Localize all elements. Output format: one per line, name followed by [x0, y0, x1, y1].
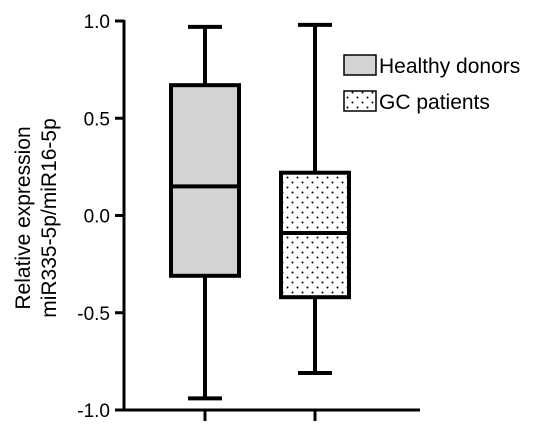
legend-label-healthy-donors: Healthy donors [379, 55, 520, 78]
iqr-box [169, 83, 241, 278]
boxes [169, 22, 351, 401]
y-tick-label: 0.5 [84, 109, 110, 130]
y-tick-label: 0.0 [84, 207, 110, 228]
y-tick-label: -1.0 [77, 401, 110, 422]
y-axis-title-line-2: miR335-5p/miR16-5p [38, 118, 61, 318]
box-gc-patients [279, 22, 351, 376]
legend-label-gc-patients: GC patients [379, 91, 490, 114]
box-healthy-donors [169, 24, 241, 401]
y-tick-label: 1.0 [84, 12, 110, 33]
legend-swatch-healthy-donors [343, 54, 377, 76]
legend-swatch-gc-patients [343, 90, 377, 112]
axes [115, 19, 420, 421]
legend: Healthy donors GC patients [343, 54, 520, 114]
y-axis-title-line-1: Relative expression [12, 126, 35, 309]
y-tick-label: -0.5 [77, 304, 110, 325]
